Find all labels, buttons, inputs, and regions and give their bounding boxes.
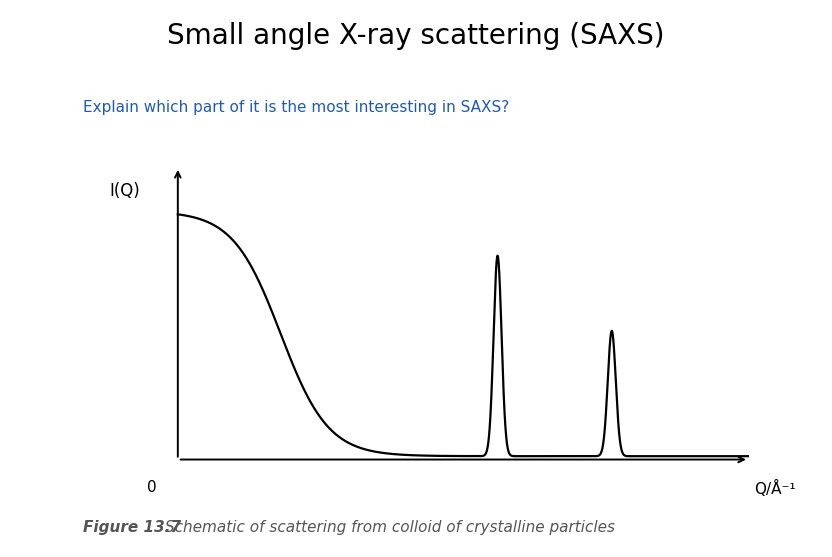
Text: Schematic of scattering from colloid of crystalline particles: Schematic of scattering from colloid of … [165, 520, 615, 535]
Text: 0: 0 [147, 480, 156, 495]
Text: Small angle X-ray scattering (SAXS): Small angle X-ray scattering (SAXS) [167, 22, 665, 50]
Text: Explain which part of it is the most interesting in SAXS?: Explain which part of it is the most int… [83, 100, 509, 115]
Text: Figure 13.7: Figure 13.7 [83, 520, 181, 535]
Text: Q/Å⁻¹: Q/Å⁻¹ [755, 480, 796, 497]
Text: I(Q): I(Q) [110, 182, 140, 200]
